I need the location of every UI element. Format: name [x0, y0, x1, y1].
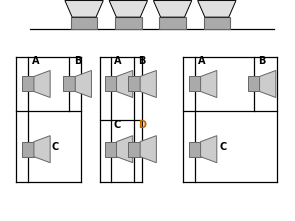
Bar	[159, 17, 186, 29]
Polygon shape	[117, 136, 133, 163]
Polygon shape	[65, 0, 103, 17]
Text: D: D	[138, 120, 146, 130]
Bar	[22, 142, 34, 157]
Text: C: C	[114, 120, 121, 130]
Bar	[204, 17, 230, 29]
Polygon shape	[260, 70, 276, 97]
Bar	[105, 76, 117, 91]
Text: B: B	[74, 56, 81, 66]
Bar	[63, 76, 75, 91]
Polygon shape	[140, 70, 156, 97]
Text: A: A	[114, 56, 121, 66]
Polygon shape	[34, 70, 50, 97]
Bar	[128, 142, 140, 157]
Polygon shape	[117, 70, 133, 97]
Polygon shape	[201, 136, 217, 163]
Bar	[189, 76, 201, 91]
Text: B: B	[258, 56, 266, 66]
Text: A: A	[198, 56, 206, 66]
Polygon shape	[34, 136, 50, 163]
Text: C: C	[52, 143, 59, 152]
Bar	[115, 17, 142, 29]
Polygon shape	[75, 70, 91, 97]
Polygon shape	[198, 0, 236, 17]
Polygon shape	[153, 0, 192, 17]
Polygon shape	[109, 0, 148, 17]
Polygon shape	[201, 70, 217, 97]
Bar	[22, 76, 34, 91]
Text: B: B	[138, 56, 145, 66]
Bar	[189, 142, 201, 157]
Bar	[248, 76, 260, 91]
Text: C: C	[220, 143, 227, 152]
Polygon shape	[140, 136, 156, 163]
Bar	[71, 17, 97, 29]
Bar	[105, 142, 117, 157]
Bar	[128, 76, 140, 91]
Text: A: A	[32, 56, 39, 66]
